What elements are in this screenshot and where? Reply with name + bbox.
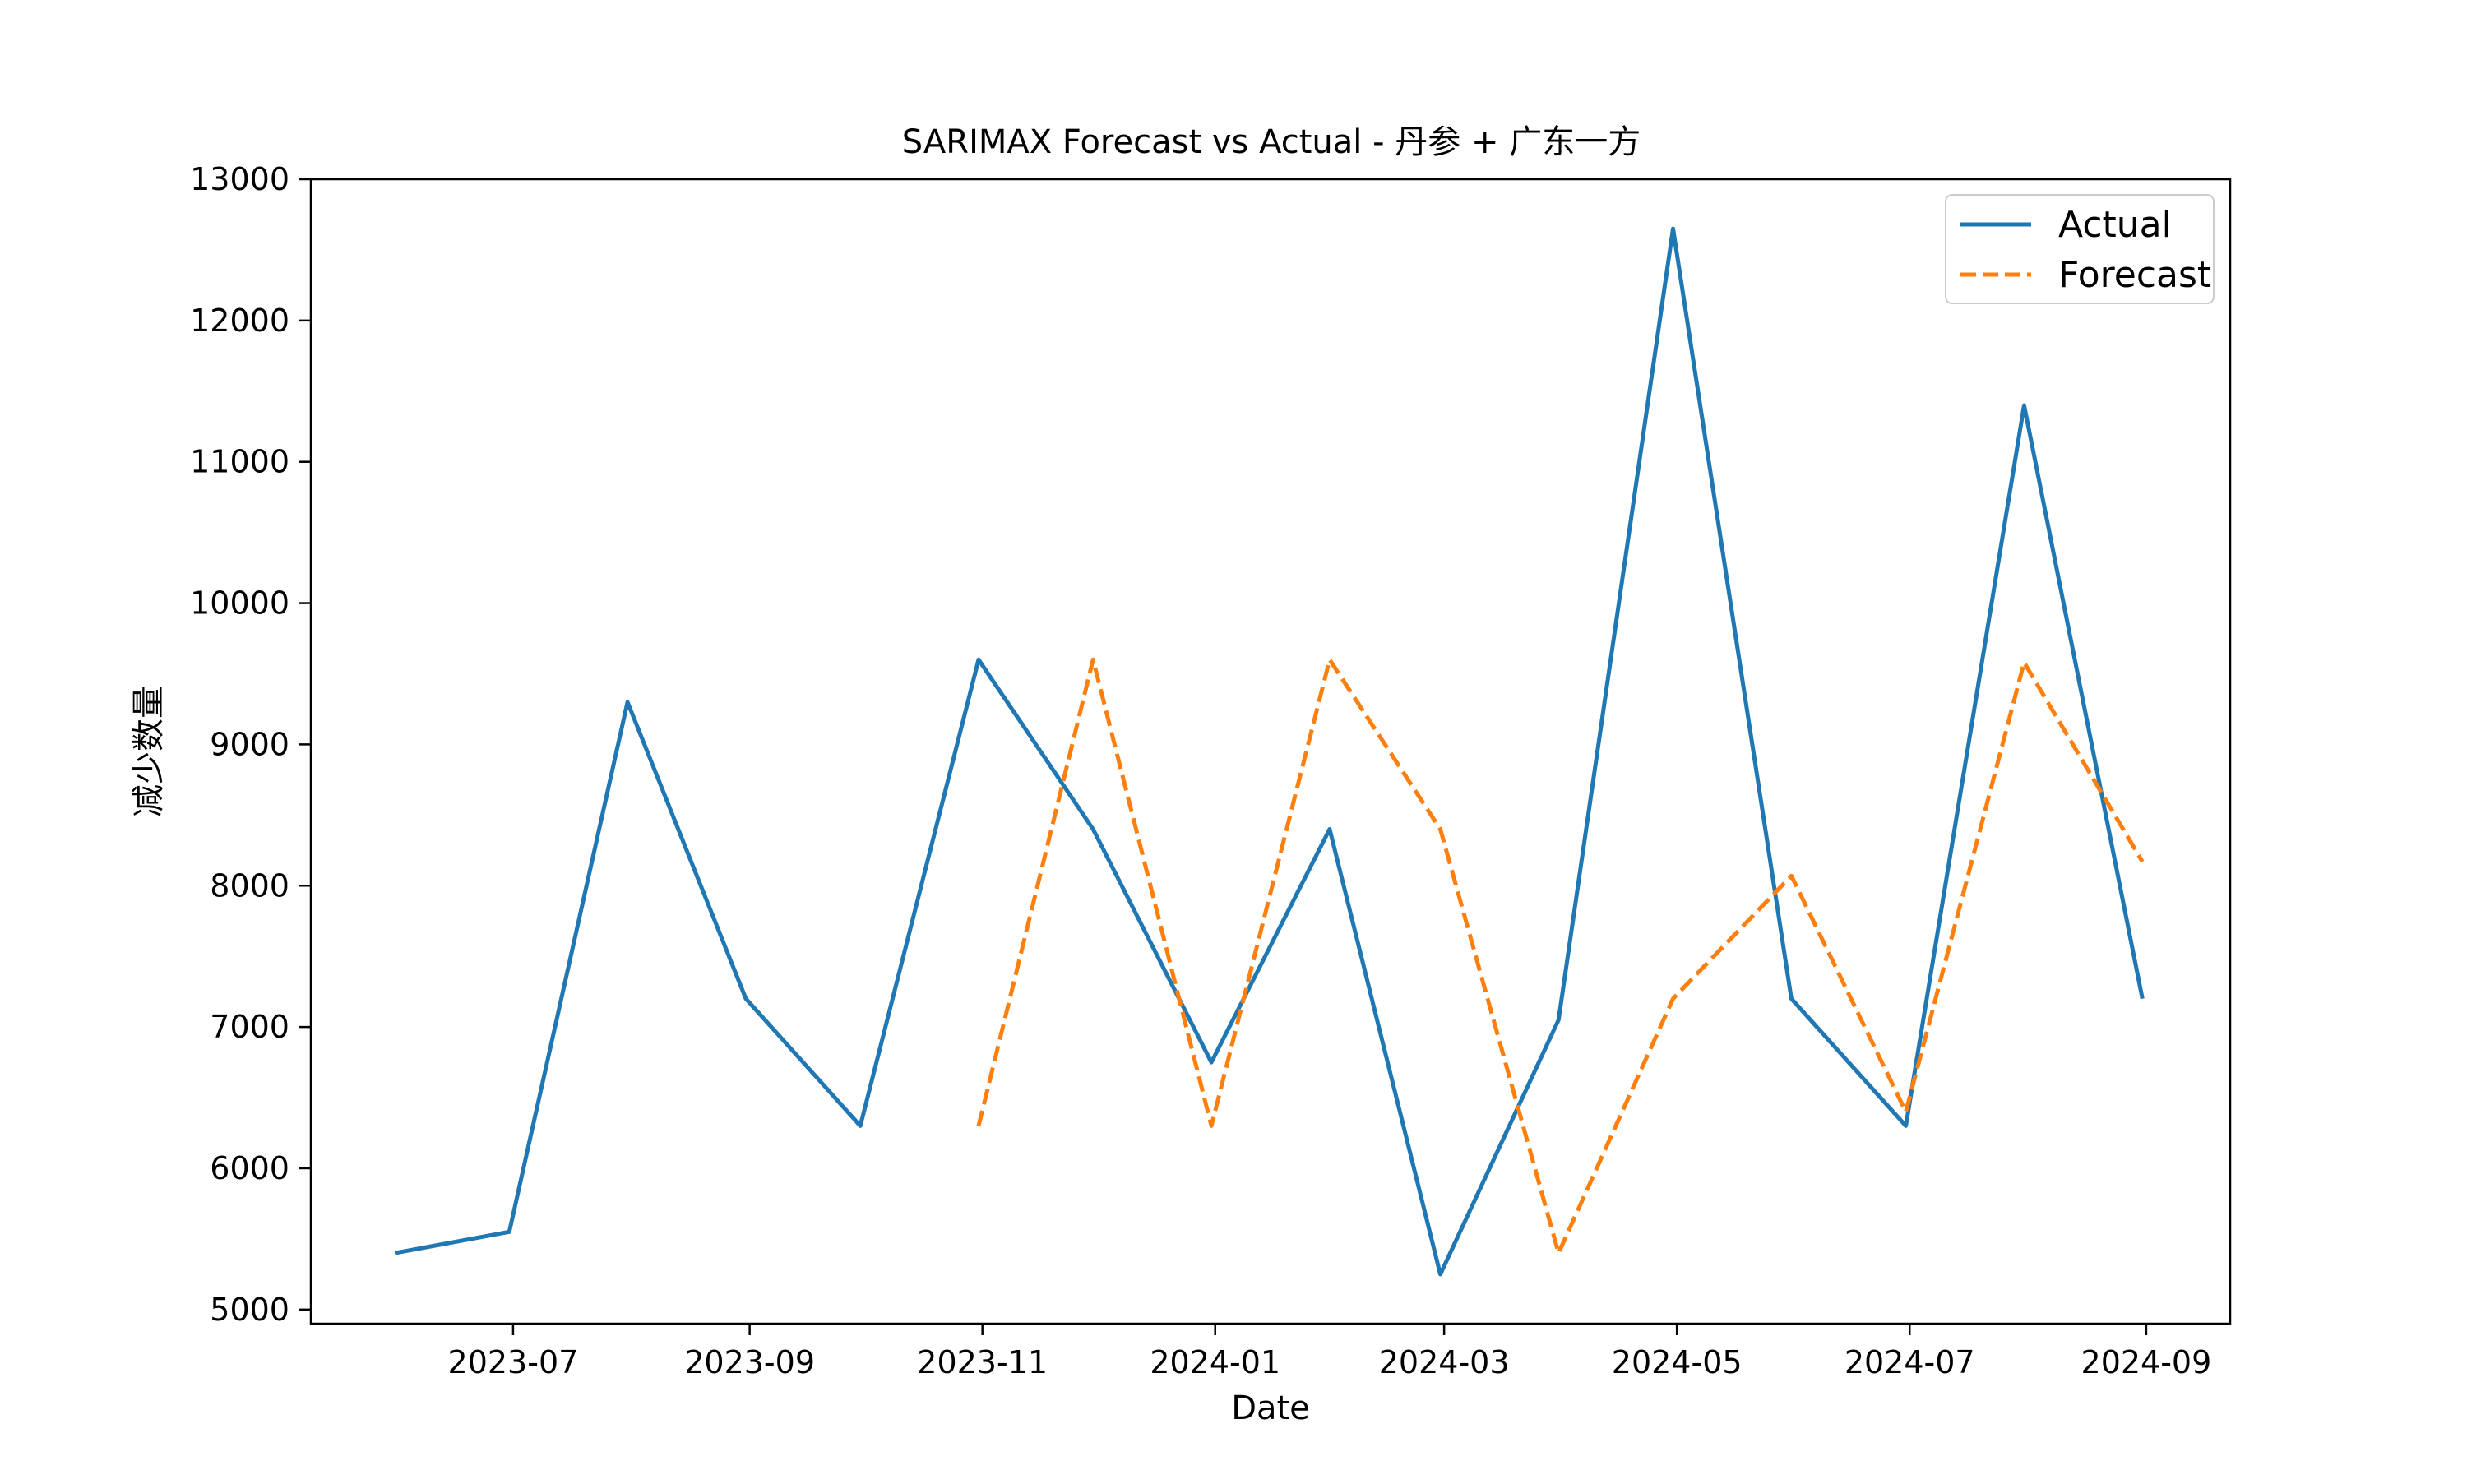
data-point-actual-1 <box>507 1229 511 1234</box>
y-axis: 5000 6000 7000 8000 9000 10000 11000 12000 13000 <box>190 161 311 1328</box>
x-tick-label-2024-07: 2024-07 <box>1844 1344 1975 1380</box>
data-point-actual-9 <box>1437 1272 1442 1277</box>
x-axis: 2023-07 2023-09 2023-11 2024-01 2024-03 2024-… <box>448 1324 2212 1380</box>
data-point-forecast-7 <box>1789 873 1794 878</box>
data-point-forecast-9 <box>2021 660 2026 665</box>
data-point-actual-5 <box>976 657 981 662</box>
plot-frame <box>309 178 2232 1325</box>
series-line-actual <box>394 226 2145 1277</box>
x-tick-label-2024-09: 2024-09 <box>2081 1344 2212 1380</box>
x-tick-label-2023-09: 2023-09 <box>684 1344 815 1380</box>
y-tick-label-6000: 6000 <box>210 1150 289 1186</box>
data-point-forecast-3 <box>1327 657 1332 662</box>
data-point-actual-8 <box>1327 827 1332 832</box>
data-point-actual-3 <box>743 996 748 1001</box>
data-point-actual-2 <box>625 700 630 705</box>
plot-area <box>392 226 2145 1277</box>
data-point-forecast-0 <box>976 1123 981 1128</box>
x-tick-label-2024-03: 2024-03 <box>1379 1344 1510 1380</box>
data-point-actual-10 <box>1556 1018 1561 1023</box>
y-tick-label-11000: 11000 <box>190 444 289 480</box>
data-point-actual-12 <box>1789 996 1794 1001</box>
legend-label-actual: Actual <box>2058 204 2172 246</box>
y-tick-label-5000: 5000 <box>210 1292 289 1328</box>
data-point-actual-14 <box>2021 403 2026 408</box>
y-tick-label-12000: 12000 <box>190 303 289 339</box>
y-tick-label-8000: 8000 <box>210 867 289 904</box>
data-point-forecast-2 <box>1209 1123 1214 1128</box>
data-point-actual-11 <box>1671 226 1676 231</box>
y-tick-label-10000: 10000 <box>190 585 289 622</box>
data-point-actual-6 <box>1090 827 1095 832</box>
data-point-forecast-8 <box>1904 1109 1909 1114</box>
x-tick-label-2024-05: 2024-05 <box>1612 1344 1743 1380</box>
x-tick-label-2023-11: 2023-11 <box>917 1344 1048 1380</box>
y-axis-label: 减少数量 <box>130 686 168 817</box>
data-point-forecast-10 <box>2140 859 2145 864</box>
data-point-forecast-1 <box>1090 657 1095 662</box>
chart-title: SARIMAX Forecast vs Actual - 丹参 + 广东一方 <box>902 123 1641 161</box>
y-tick-label-7000: 7000 <box>210 1009 289 1045</box>
legend-label-forecast: Forecast <box>2058 254 2211 296</box>
data-point-actual-0 <box>392 1251 397 1255</box>
data-point-actual-13 <box>1904 1123 1909 1128</box>
y-tick-label-9000: 9000 <box>210 726 289 762</box>
x-tick-label-2024-01: 2024-01 <box>1150 1344 1280 1380</box>
data-point-forecast-5 <box>1556 1251 1561 1255</box>
x-axis-label: Date <box>1231 1389 1310 1427</box>
x-tick-label-2023-07: 2023-07 <box>448 1344 579 1380</box>
series-line-forecast <box>976 657 2145 1255</box>
data-point-forecast-4 <box>1437 827 1442 832</box>
data-point-actual-4 <box>858 1123 863 1128</box>
data-point-actual-15 <box>2140 996 2145 1001</box>
y-tick-label-13000: 13000 <box>190 161 289 197</box>
data-point-forecast-6 <box>1671 996 1676 1001</box>
data-point-actual-7 <box>1209 1060 1214 1065</box>
legend: Actual Forecast <box>1945 194 2215 304</box>
